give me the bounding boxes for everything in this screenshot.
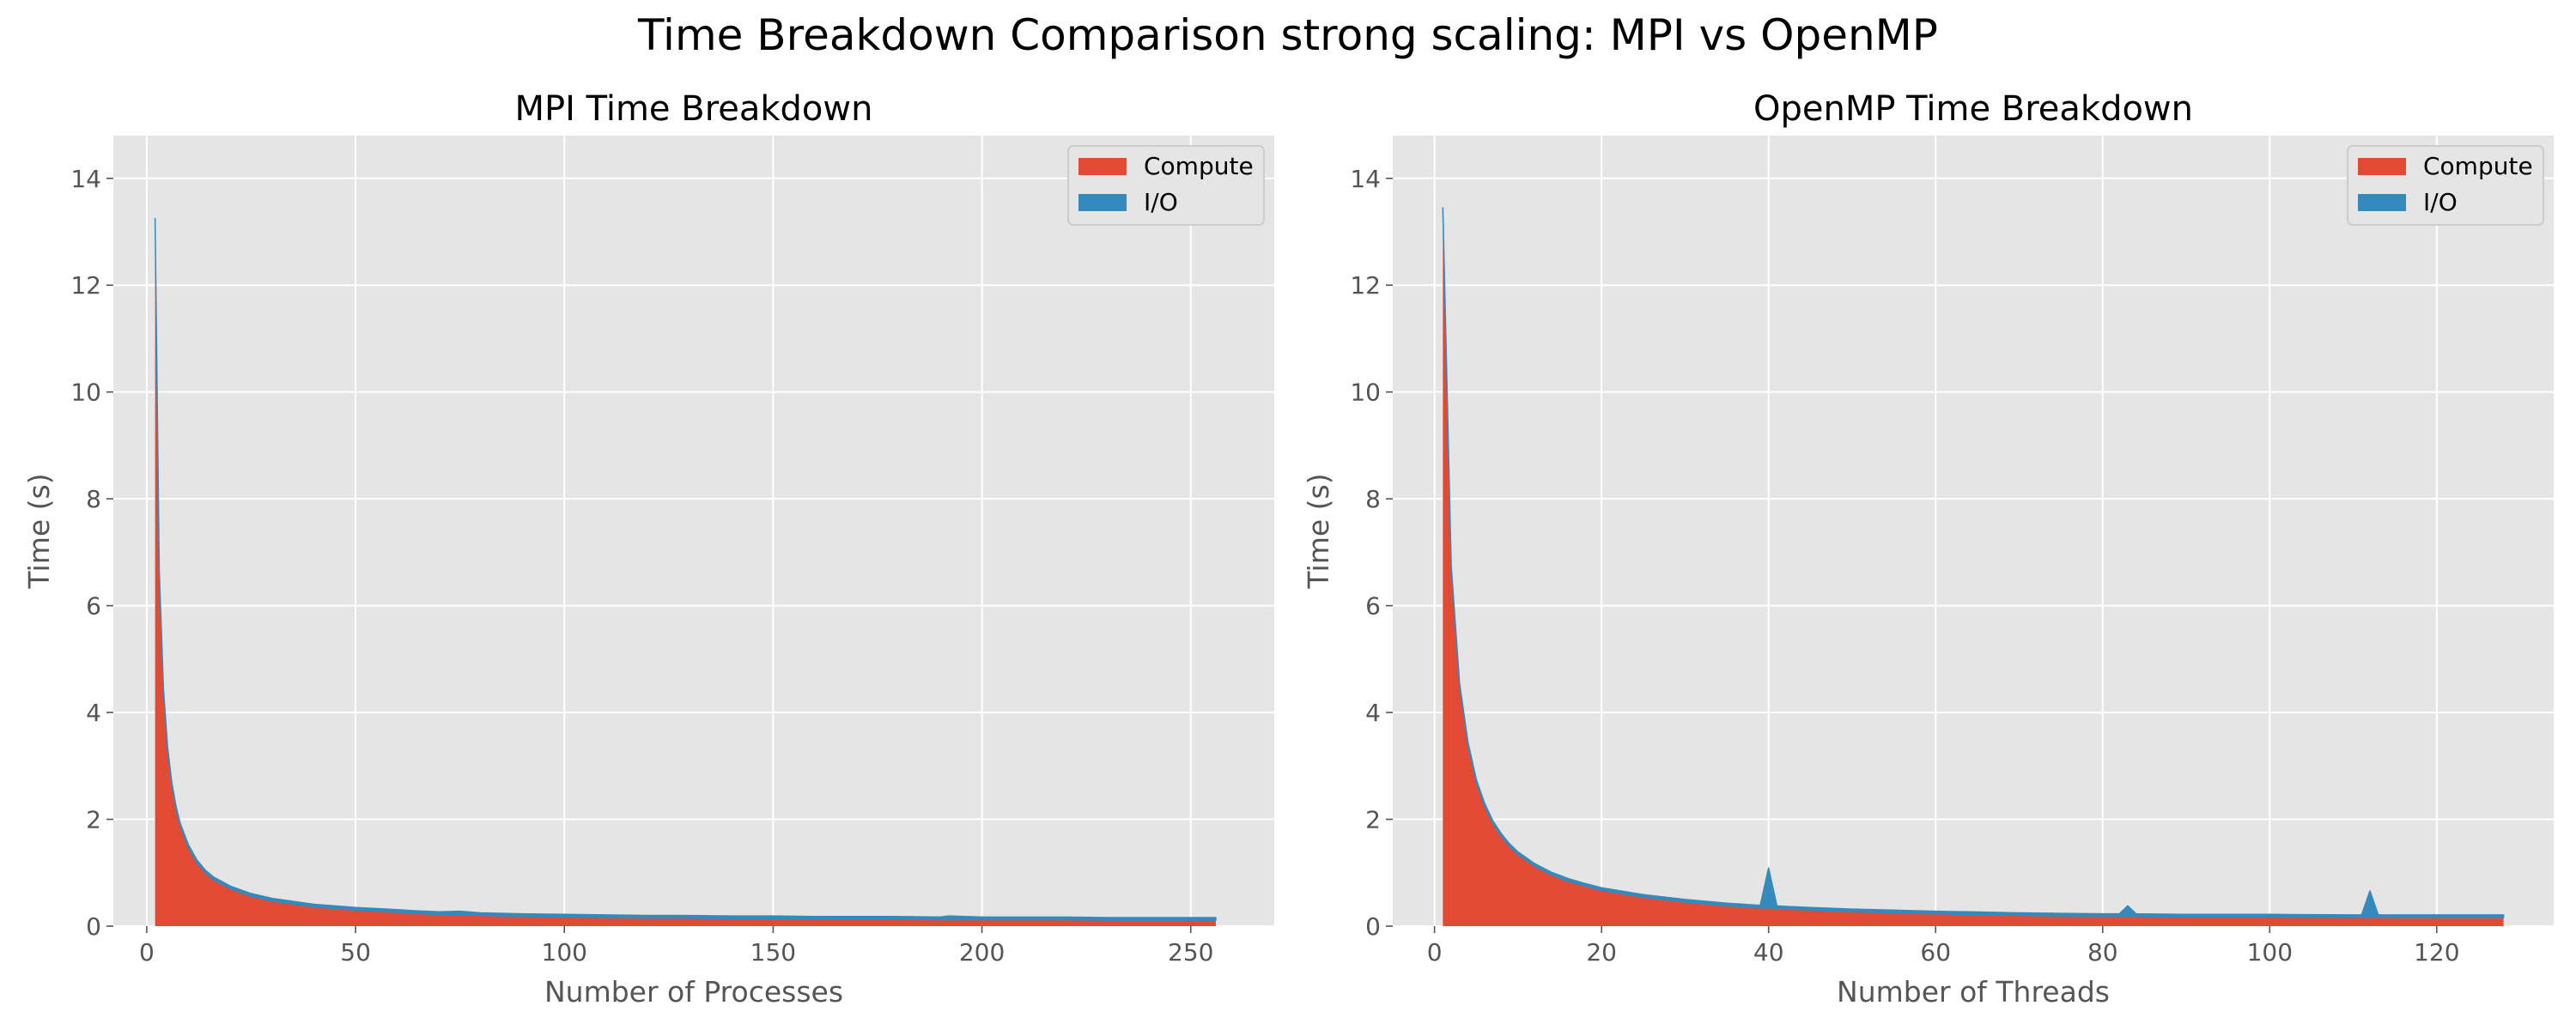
- series-io-area: [1442, 207, 2505, 918]
- panel-title: MPI Time Breakdown: [515, 89, 873, 129]
- y-tick-label: 0: [86, 912, 101, 941]
- y-tick-label: 2: [86, 806, 101, 834]
- y-tick-label: 8: [86, 485, 101, 513]
- figure-title: Time Breakdown Comparison strong scaling…: [637, 10, 1938, 60]
- y-axis-label: Time (s): [1302, 473, 1335, 589]
- y-tick-label: 0: [1365, 912, 1381, 941]
- x-tick-label: 50: [340, 938, 371, 966]
- x-tick-label: 200: [959, 938, 1005, 966]
- x-axis-label: Number of Threads: [1837, 975, 2110, 1009]
- legend-swatch-io: [2358, 194, 2406, 211]
- y-tick-label: 2: [1365, 806, 1381, 834]
- x-axis-label: Number of Processes: [544, 975, 843, 1009]
- x-tick-label: 100: [2247, 938, 2293, 966]
- y-tick-label: 8: [1365, 485, 1381, 513]
- y-tick-label: 4: [1365, 699, 1381, 727]
- x-tick-label: 100: [542, 938, 587, 966]
- legend-swatch-compute: [2358, 158, 2406, 175]
- legend-label-io: I/O: [1144, 188, 1178, 216]
- legend-label-compute: Compute: [2423, 152, 2533, 180]
- x-tick-label: 0: [139, 938, 155, 966]
- legend: Compute I/O: [1067, 145, 1265, 226]
- x-tick-label: 20: [1586, 938, 1617, 966]
- series-io-area: [154, 217, 1217, 921]
- chart-1: 0 50 100 150 200 250 0 2 4 6 8 10 12 14 MPI Time Break…: [22, 89, 1274, 1009]
- legend-swatch-io: [1078, 194, 1127, 211]
- panel-title: OpenMP Time Breakdown: [1753, 89, 2193, 129]
- x-tick-label: 40: [1753, 938, 1784, 966]
- plot-background: [1393, 136, 2554, 926]
- y-tick-label: 14: [1350, 165, 1381, 193]
- legend-label-io: I/O: [2423, 188, 2458, 216]
- x-tick-label: 60: [1920, 938, 1951, 966]
- y-tick-label: 10: [1350, 379, 1381, 407]
- x-tick-label: 80: [2087, 938, 2118, 966]
- y-tick-label: 6: [86, 592, 101, 621]
- y-tick-label: 14: [70, 165, 101, 193]
- y-axis-label: Time (s): [22, 473, 56, 589]
- y-tick-label: 4: [86, 699, 101, 727]
- y-tick-label: 6: [1365, 592, 1381, 621]
- y-tick-label: 10: [70, 379, 101, 407]
- y-tick-label: 12: [1350, 271, 1381, 300]
- x-tick-label: 250: [1168, 938, 1213, 966]
- plot-background: [113, 136, 1274, 926]
- x-tick-label: 0: [1427, 938, 1443, 966]
- legend-label-compute: Compute: [1144, 152, 1254, 180]
- x-tick-label: 120: [2414, 938, 2459, 966]
- legend: Compute I/O: [2347, 145, 2544, 226]
- x-tick-label: 150: [750, 938, 796, 966]
- chart-2: 0 20 40 60 80 100 120 0 2 4 6 8 10 12 14 OpenMP Time Br…: [1302, 89, 2554, 1009]
- y-tick-label: 12: [70, 271, 101, 300]
- legend-swatch-compute: [1078, 158, 1127, 175]
